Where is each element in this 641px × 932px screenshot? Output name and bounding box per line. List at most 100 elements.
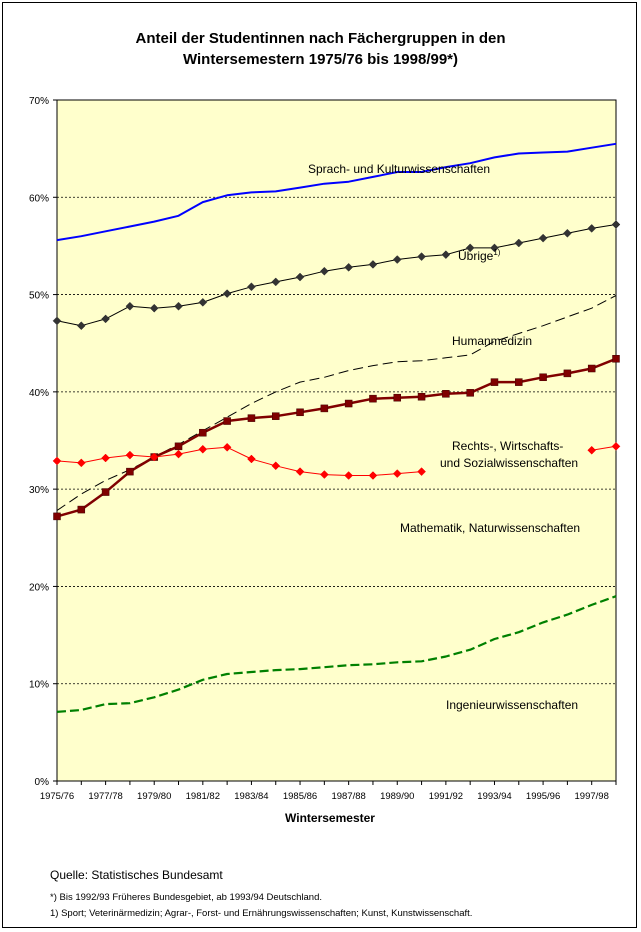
data-point-diamond [587,445,597,455]
data-point-square [539,373,547,382]
x-tick-label: 1987/88 [331,791,365,802]
series-line [56,446,422,476]
data-point-square [53,512,61,521]
x-tick-label: 1975/76 [40,791,74,802]
x-tick-label: 1977/78 [88,791,122,802]
source-note: Quelle: Statistisches Bundesamt [50,868,223,882]
series-line [56,357,617,518]
data-point-square [466,389,474,397]
data-point-square [199,428,207,437]
y-tick-label: 20% [29,582,49,593]
footnote-2: 1) Sport; Veterinärmedizin; Agrar-, Fors… [50,908,473,919]
series-label: Humanmedizin [452,334,532,348]
data-point-diamond [125,301,135,311]
data-point-diamond [611,441,621,451]
data-point-diamond [392,469,402,478]
data-point-diamond [611,220,621,229]
series-label: Mathematik, Naturwissenschaften [400,521,580,535]
series-label: Rechts-, Wirtschafts- [452,439,563,453]
data-point-diamond [514,238,524,248]
data-point-diamond [76,458,86,468]
x-tick-label: 1993/94 [477,791,511,802]
data-point-square [393,393,402,402]
series-label: Ingenieurwissenschaften [446,698,578,712]
data-point-square [417,392,426,401]
series-label: Sprach- und Kulturwissenschaften [308,162,490,176]
y-tick-label: 70% [29,96,49,107]
data-point-square [490,378,499,386]
data-point-diamond [198,444,208,454]
data-point-square [174,442,183,451]
data-point-square [320,404,329,413]
data-point-diamond [101,314,110,324]
data-point-square [126,467,134,476]
data-point-diamond [222,442,232,452]
x-axis-title: Wintersemester [285,811,375,825]
data-point-diamond [344,262,354,272]
series-label: und Sozialwissenschaften [440,456,578,470]
data-point-diamond [563,228,572,238]
data-point-square [296,408,304,417]
data-point-diamond [417,252,426,261]
x-tick-label: 1989/90 [380,791,414,802]
data-point-diamond [319,266,329,276]
data-point-diamond [490,243,499,253]
x-tick-label: 1983/84 [234,791,268,802]
data-point-diamond [271,277,281,287]
series-label: Übrige1) [458,248,501,263]
chart-title-line-1: Anteil der Studentinnen nach Fächergrupp… [135,30,506,47]
x-tick-label: 1981/82 [186,791,220,802]
data-point-diamond [101,453,110,463]
series-line [56,142,617,242]
data-point-square [369,394,377,403]
data-point-diamond [247,454,256,464]
data-point-square [563,369,572,378]
y-tick-label: 0% [35,777,50,788]
data-point-square [612,355,620,363]
y-tick-label: 40% [29,388,49,399]
series-line [591,445,617,451]
x-tick-label: 1991/92 [429,791,463,802]
data-point-diamond [198,298,208,307]
data-point-diamond [465,243,475,253]
y-tick-label: 10% [29,680,49,691]
data-point-diamond [222,289,232,298]
data-point-diamond [52,456,62,466]
data-point-diamond [344,471,354,480]
x-tick-label: 1995/96 [526,791,560,802]
data-point-diamond [295,467,305,476]
data-point-diamond [392,255,402,264]
data-point-diamond [76,321,86,331]
footnote-1: *) Bis 1992/93 Früheres Bundesgebiet, ab… [50,892,322,903]
x-tick-label: 1985/86 [283,791,317,802]
data-point-diamond [441,250,451,260]
data-point-square [587,364,596,373]
data-point-square [515,378,523,386]
data-point-diamond [319,470,329,479]
plot-area [56,99,617,782]
data-point-diamond [587,224,597,233]
data-point-diamond [538,233,548,243]
data-point-diamond [149,303,159,313]
data-point-diamond [247,282,256,292]
data-point-square [271,412,280,420]
series-line [56,224,617,327]
series-line [56,595,617,713]
x-tick-label: 1997/98 [575,791,609,802]
data-point-square [442,390,450,398]
data-point-diamond [149,452,159,462]
data-point-diamond [271,461,281,471]
data-point-diamond [295,272,305,282]
data-point-square [101,488,110,496]
data-point-square [223,417,231,425]
data-point-diamond [125,450,135,460]
data-point-diamond [417,467,426,476]
data-point-diamond [174,449,183,459]
data-point-diamond [368,260,378,269]
y-tick-label: 30% [29,485,49,496]
data-point-diamond [174,301,183,311]
x-tick-label: 1979/80 [137,791,171,802]
data-point-square [344,399,353,408]
